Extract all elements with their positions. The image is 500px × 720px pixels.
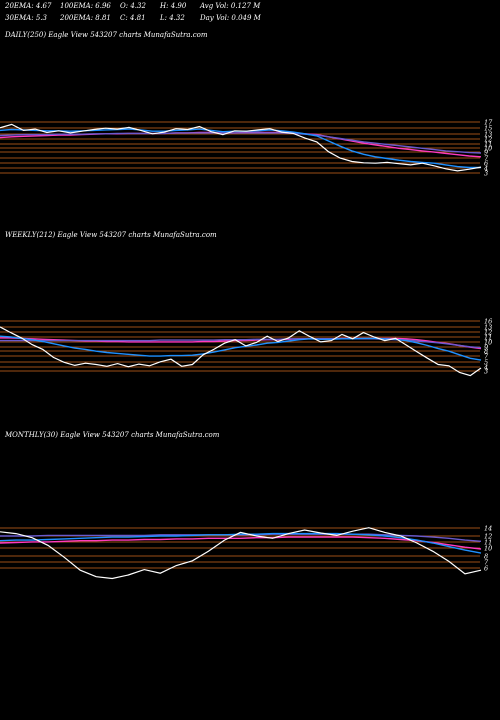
daily-ema-line-2 [0, 131, 482, 158]
stat-avg-vol: Avg Vol: 0.127 M [200, 2, 261, 10]
weekly-tick-label: 3 [484, 368, 488, 376]
daily-tick-label: 17 [484, 119, 493, 127]
monthly-tick-label: 14 [484, 525, 492, 533]
weekly-tick-label: 12 [484, 329, 492, 337]
weekly-chart-title: WEEKLY(212) Eagle View 543207 charts Mun… [5, 231, 217, 239]
weekly-ema-line-1 [0, 335, 482, 361]
weekly-tick-label: 10 [484, 339, 492, 347]
daily-tick-label: 9 [484, 149, 488, 157]
daily-tick-label: 12 [484, 136, 492, 144]
monthly-chart-title: MONTHLY(30) Eagle View 543207 charts Mun… [5, 431, 220, 439]
daily-tick-label: 13 [484, 131, 492, 139]
weekly-tick-label: 7 [484, 353, 489, 361]
daily-tick-label: 3 [484, 170, 488, 178]
weekly-tick-label: 9 [484, 344, 488, 352]
weekly-tick-label: 8 [484, 348, 488, 356]
stat-close: C: 4.81 [120, 14, 146, 22]
monthly-price-line-0 [0, 527, 482, 580]
daily-chart-title: DAILY(250) Eagle View 543207 charts Muna… [5, 31, 208, 39]
stat-high: H: 4.90 [160, 2, 187, 10]
monthly-tick-label: 11 [484, 539, 492, 547]
stat-low: L: 4.32 [160, 14, 185, 22]
daily-tick-label: 6 [484, 160, 488, 168]
daily-tick-label: 11 [484, 141, 492, 149]
monthly-tick-label: 8 [484, 553, 488, 561]
daily-tick-label: 7 [484, 155, 489, 163]
daily-tick-label: 4 [483, 165, 488, 173]
monthly-ema-line-2 [0, 536, 482, 550]
weekly-tick-label: 13 [484, 324, 492, 332]
monthly-tick-label: 7 [484, 559, 489, 567]
daily-ema-line-3 [0, 132, 482, 154]
stat-ema100: 100EMA: 6.96 [60, 2, 111, 10]
weekly-tick-label: 4 [483, 364, 488, 372]
stat-ema200: 200EMA: 8.81 [60, 14, 111, 22]
weekly-tick-label: 11 [484, 334, 492, 342]
weekly-tick-label: 16 [484, 318, 492, 326]
stat-ema30: 30EMA: 5.3 [5, 14, 47, 22]
daily-price-line-0 [0, 123, 482, 172]
stat-day-vol: Day Vol: 0.049 M [200, 14, 261, 22]
monthly-tick-label: 12 [484, 533, 492, 541]
daily-tick-label: 10 [484, 145, 492, 153]
monthly-ema-line-1 [0, 532, 482, 554]
monthly-tick-label: 10 [484, 545, 492, 553]
daily-tick-label: 15 [484, 125, 492, 133]
monthly-tick-label: 6 [484, 565, 488, 573]
stat-ema20: 20EMA: 4.67 [5, 2, 52, 10]
weekly-tick-label: 5 [484, 359, 488, 367]
weekly-price-line-0 [0, 326, 482, 377]
stat-open: O: 4.32 [120, 2, 146, 10]
